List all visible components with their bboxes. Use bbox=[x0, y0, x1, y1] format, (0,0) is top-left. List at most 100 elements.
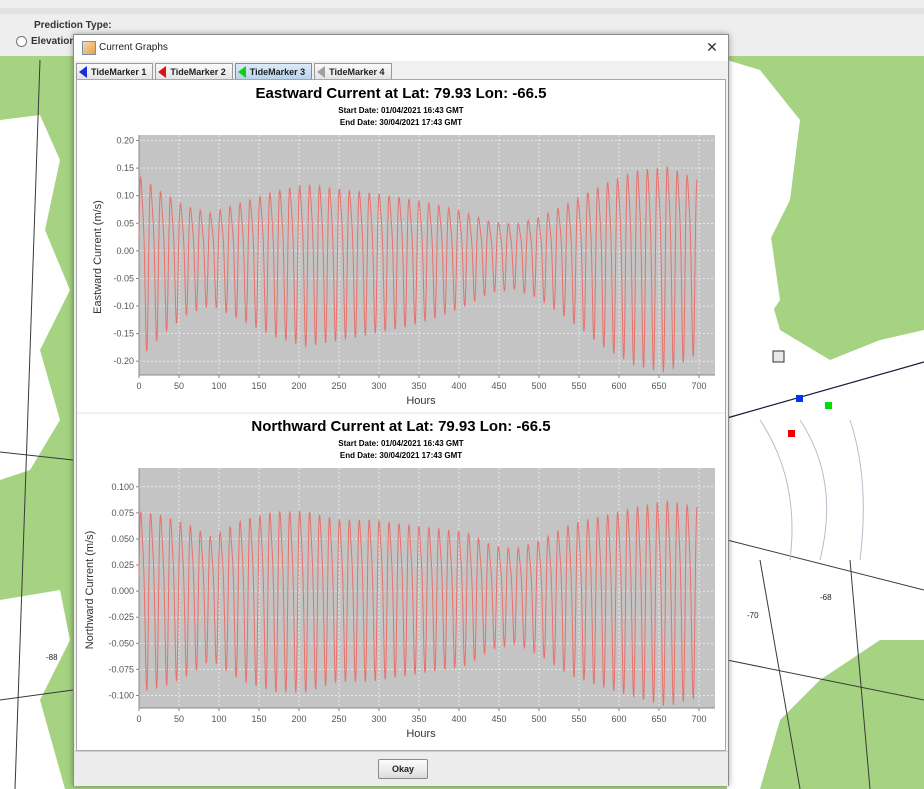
tab-label: TideMarker 4 bbox=[329, 66, 385, 77]
x-tick-label: 500 bbox=[531, 381, 546, 391]
okay-button[interactable]: Okay bbox=[378, 759, 428, 779]
y-tick-label: 0.025 bbox=[111, 560, 134, 570]
x-tick-label: 650 bbox=[651, 381, 666, 391]
x-tick-label: 0 bbox=[136, 381, 141, 391]
map-water bbox=[727, 60, 924, 789]
green-marker[interactable] bbox=[825, 402, 832, 409]
map-line bbox=[0, 451, 74, 461]
x-tick-label: 500 bbox=[531, 714, 546, 724]
tab-label: TideMarker 2 bbox=[170, 66, 226, 77]
series-line bbox=[138, 166, 698, 373]
map-label: -88 bbox=[46, 653, 58, 662]
map-line bbox=[759, 559, 801, 789]
chart-start-date: Start Date: 01/04/2021 16:43 GMT bbox=[338, 439, 464, 448]
x-axis-label: Hours bbox=[406, 395, 436, 407]
elevation-radio-row[interactable]: Elevation bbox=[16, 36, 75, 47]
triangle-icon bbox=[237, 65, 246, 78]
tab-label: TideMarker 1 bbox=[91, 66, 147, 77]
x-tick-label: 50 bbox=[174, 381, 184, 391]
x-tick-label: 350 bbox=[411, 381, 426, 391]
x-tick-label: 400 bbox=[451, 714, 466, 724]
triangle-icon bbox=[158, 65, 167, 78]
chart-title: Northward Current at Lat: 79.93 Lon: -66… bbox=[251, 418, 550, 435]
current-graphs-dialog: Current Graphs ✕ TideMarker 1 TideMarker… bbox=[73, 34, 729, 786]
chart-end-date: End Date: 30/04/2021 17:43 GMT bbox=[340, 118, 462, 127]
map-line bbox=[726, 539, 924, 591]
map-water bbox=[0, 590, 70, 789]
elevation-radio[interactable] bbox=[16, 36, 27, 47]
x-tick-label: 650 bbox=[651, 714, 666, 724]
close-icon[interactable]: ✕ bbox=[706, 39, 718, 55]
graphs-panel: Eastward Current at Lat: 79.93 Lon: -66.… bbox=[76, 79, 726, 751]
x-tick-label: 250 bbox=[331, 714, 346, 724]
elevation-radio-label: Elevation bbox=[31, 36, 76, 47]
northward-current-chart: Northward Current at Lat: 79.93 Lon: -66… bbox=[77, 412, 725, 740]
map-contour bbox=[799, 419, 828, 561]
tab-tidemarker-2[interactable]: TideMarker 2 bbox=[155, 63, 233, 79]
java-app-icon bbox=[82, 41, 96, 55]
blue-marker[interactable] bbox=[796, 395, 803, 402]
y-axis-label: Eastward Current (m/s) bbox=[92, 200, 104, 314]
map-water bbox=[0, 115, 70, 480]
y-tick-label: -0.075 bbox=[108, 664, 134, 674]
tab-tidemarker-1[interactable]: TideMarker 1 bbox=[76, 63, 154, 79]
y-tick-label: -0.025 bbox=[108, 612, 134, 622]
x-tick-label: 400 bbox=[451, 381, 466, 391]
y-tick-label: 0.100 bbox=[111, 482, 134, 492]
y-tick-label: 0.075 bbox=[111, 508, 134, 518]
series-line bbox=[138, 500, 698, 706]
toolbar-stripe bbox=[0, 8, 924, 14]
y-tick-label: -0.050 bbox=[108, 638, 134, 648]
button-bar: Okay bbox=[74, 751, 728, 786]
tab-tidemarker-3[interactable]: TideMarker 3 bbox=[234, 63, 313, 79]
y-tick-label: -0.100 bbox=[108, 690, 134, 700]
prediction-type-label: Prediction Type: bbox=[34, 20, 112, 31]
x-tick-label: 550 bbox=[571, 381, 586, 391]
x-tick-label: 100 bbox=[211, 714, 226, 724]
tab-tidemarker-4[interactable]: TideMarker 4 bbox=[314, 63, 392, 79]
map-line bbox=[849, 559, 871, 789]
chart-end-date: End Date: 30/04/2021 17:43 GMT bbox=[340, 451, 462, 460]
x-tick-label: 550 bbox=[571, 714, 586, 724]
x-tick-label: 450 bbox=[491, 714, 506, 724]
x-tick-label: 600 bbox=[611, 381, 626, 391]
map-contour bbox=[849, 419, 864, 561]
x-axis-label: Hours bbox=[406, 728, 436, 740]
x-tick-label: 600 bbox=[611, 714, 626, 724]
map-line bbox=[726, 361, 924, 419]
x-tick-label: 300 bbox=[371, 714, 386, 724]
y-tick-label: -0.15 bbox=[113, 329, 134, 339]
chart-start-date: Start Date: 01/04/2021 16:43 GMT bbox=[338, 106, 464, 115]
x-tick-label: 200 bbox=[291, 714, 306, 724]
x-tick-label: 150 bbox=[251, 714, 266, 724]
tab-label: TideMarker 3 bbox=[249, 66, 306, 77]
map-line bbox=[726, 659, 924, 701]
y-tick-label: 0.050 bbox=[111, 534, 134, 544]
x-tick-label: 200 bbox=[291, 381, 306, 391]
y-tick-label: 0.000 bbox=[111, 586, 134, 596]
y-tick-label: 0.10 bbox=[116, 191, 134, 201]
x-tick-label: 0 bbox=[136, 714, 141, 724]
map-land bbox=[790, 100, 924, 355]
x-tick-label: 100 bbox=[211, 381, 226, 391]
y-tick-label: 0.05 bbox=[116, 218, 134, 228]
x-tick-label: 150 bbox=[251, 381, 266, 391]
gray-marker[interactable] bbox=[772, 350, 785, 363]
dialog-title: Current Graphs bbox=[99, 42, 168, 53]
chart-title: Eastward Current at Lat: 79.93 Lon: -66.… bbox=[256, 85, 547, 102]
y-tick-label: 0.20 bbox=[116, 136, 134, 146]
x-tick-label: 700 bbox=[691, 381, 706, 391]
y-tick-label: 0.00 bbox=[116, 246, 134, 256]
triangle-icon bbox=[79, 65, 87, 78]
eastward-current-chart: Eastward Current at Lat: 79.93 Lon: -66.… bbox=[92, 85, 715, 407]
red-marker[interactable] bbox=[788, 430, 795, 437]
tab-bar: TideMarker 1 TideMarker 2 TideMarker 3 T… bbox=[76, 63, 394, 79]
y-axis-label: Northward Current (m/s) bbox=[84, 531, 96, 650]
y-tick-label: -0.20 bbox=[113, 356, 134, 366]
y-tick-label: -0.10 bbox=[113, 301, 134, 311]
map-label: -68 bbox=[820, 593, 832, 602]
map-line bbox=[0, 689, 74, 701]
x-tick-label: 50 bbox=[174, 714, 184, 724]
y-tick-label: -0.05 bbox=[113, 273, 134, 283]
dialog-titlebar[interactable]: Current Graphs ✕ bbox=[74, 35, 728, 61]
